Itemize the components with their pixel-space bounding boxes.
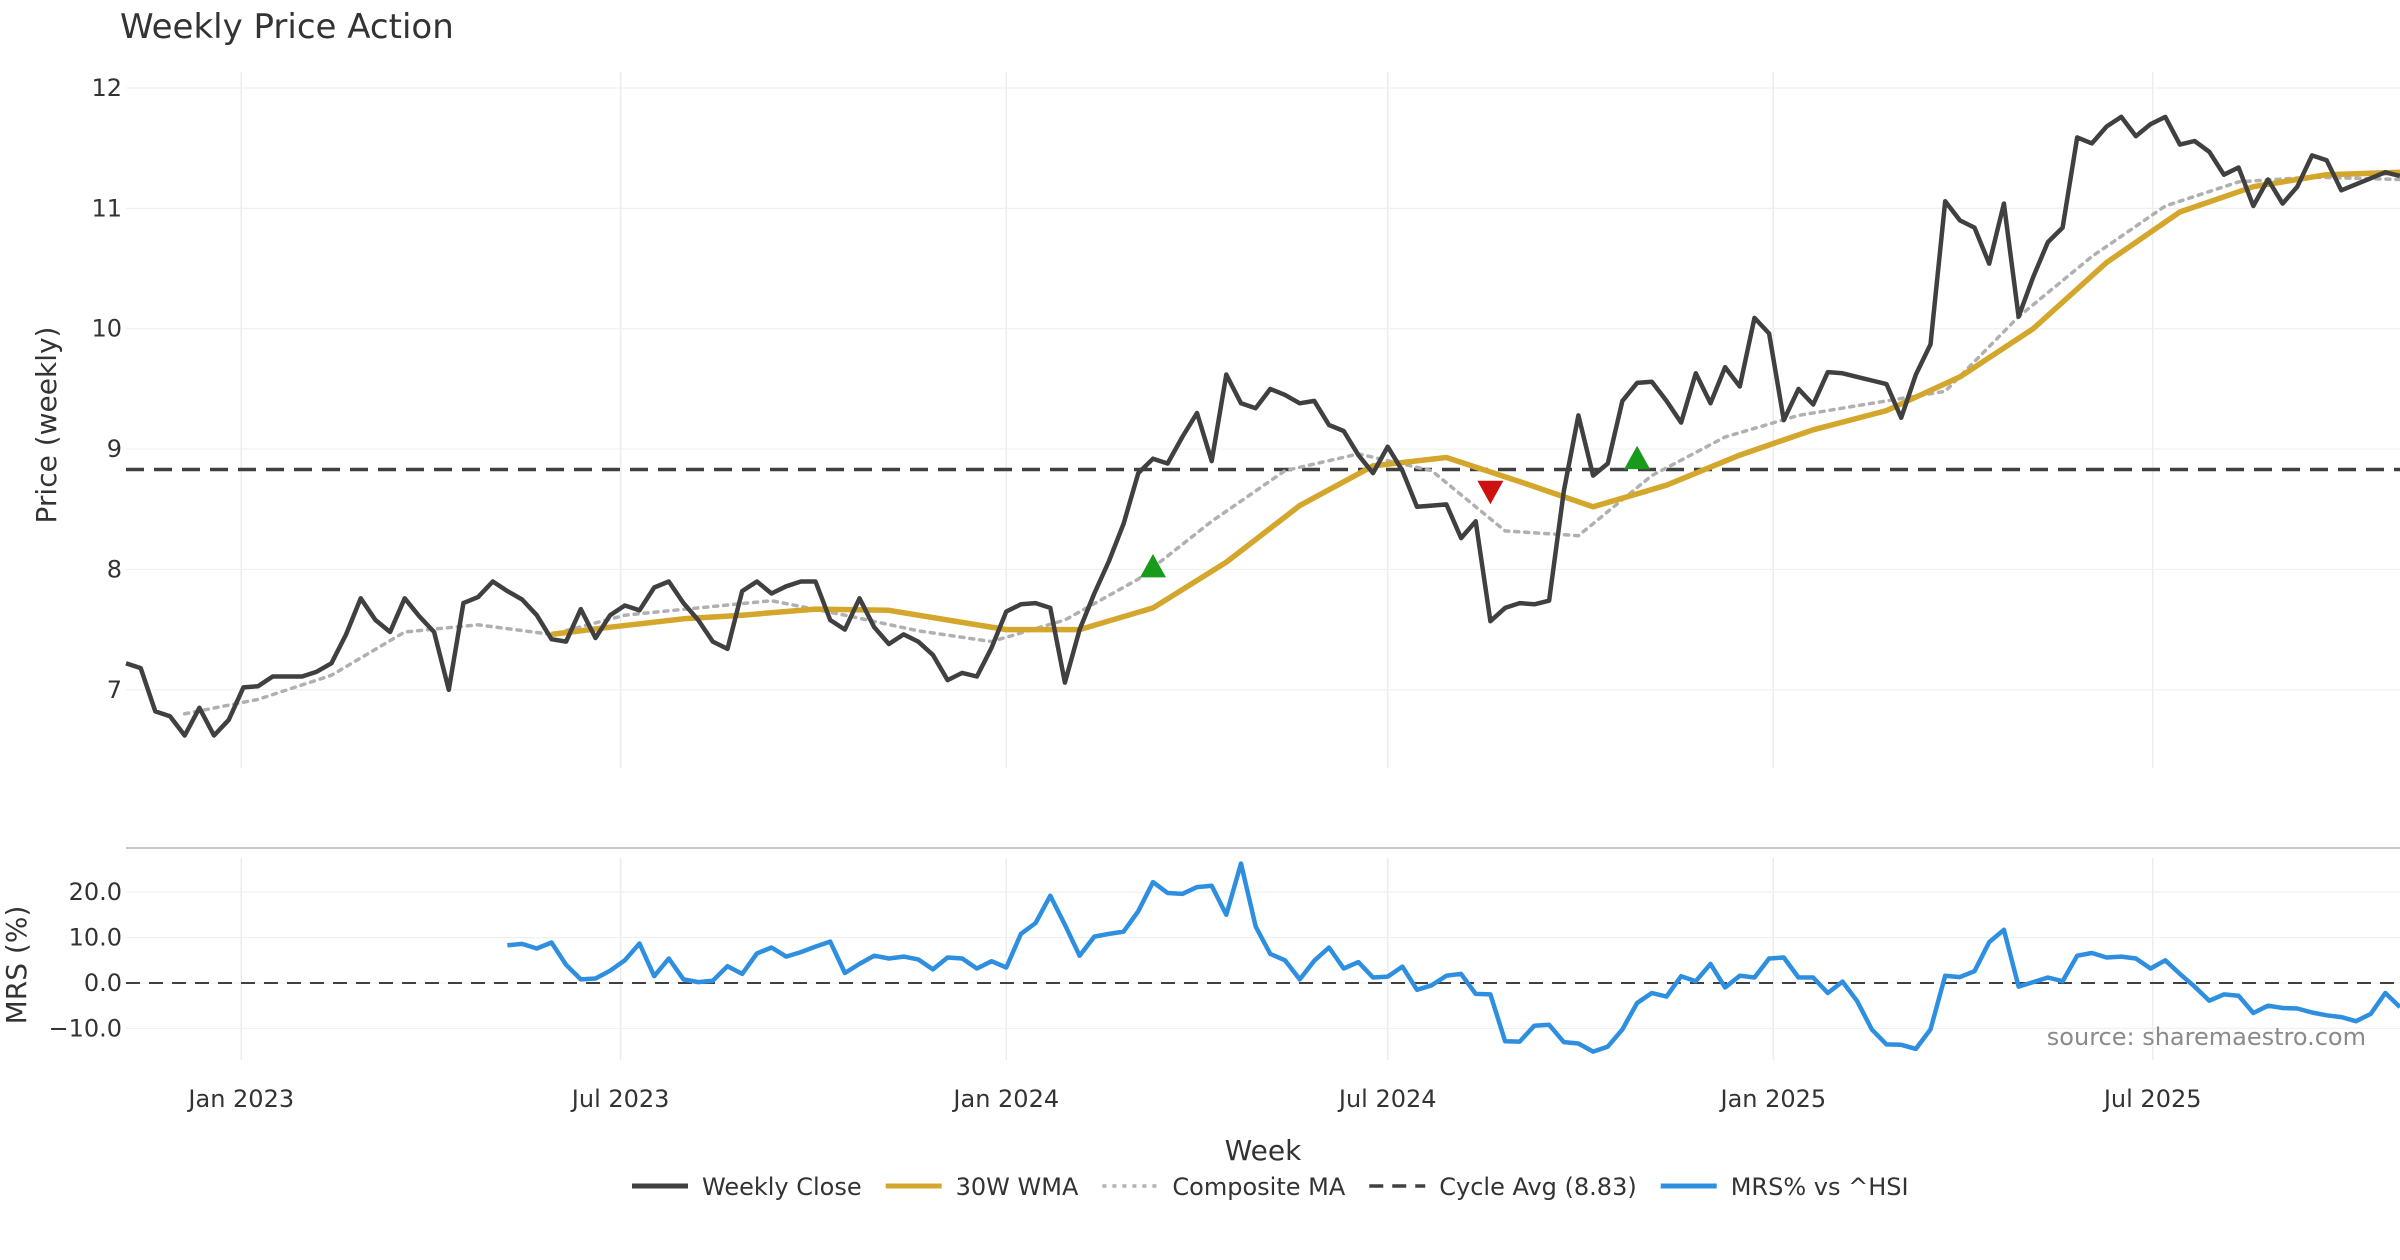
legend-label: 30W WMA (956, 1173, 1079, 1201)
buy-signal-marker (1624, 445, 1651, 470)
price-y-tick-label: 9 (107, 435, 122, 463)
mrs-y-tick-label: 0.0 (84, 969, 122, 997)
source-annotation: source: sharemaestro.com (2047, 1023, 2366, 1051)
legend-label: MRS% vs ^HSI (1731, 1173, 1909, 1201)
x-tick-label: Jul 2024 (1337, 1085, 1437, 1113)
weekly-close-line (125, 114, 2400, 738)
legend: Weekly Close 30W WMA Composite MA Cycle Avg… (632, 1173, 1909, 1201)
legend-label: Cycle Avg (8.83) (1439, 1173, 1636, 1201)
legend-label: Weekly Close (702, 1173, 862, 1201)
x-tick-label: Jan 2024 (951, 1085, 1059, 1113)
mrs-line (507, 861, 2400, 1054)
chart-title: Weekly Price Action (120, 7, 454, 47)
mrs-y-tick-label: −10.0 (48, 1014, 122, 1042)
x-tick-label: Jan 2025 (1718, 1085, 1826, 1113)
x-axis-title: Week (1225, 1134, 1302, 1167)
sell-signal-marker (1477, 480, 1504, 505)
price-y-tick-labels: 7 8 9 10 11 12 (91, 74, 122, 704)
x-tick-label: Jul 2025 (2102, 1085, 2202, 1113)
price-y-tick-label: 11 (91, 194, 122, 222)
price-y-tick-label: 10 (91, 315, 122, 343)
mrs-y-tick-label: 10.0 (69, 924, 122, 952)
mrs-y-tick-labels: 20.0 10.0 0.0 −10.0 (48, 878, 122, 1042)
x-tick-label: Jul 2023 (570, 1085, 670, 1113)
mrs-series-layer (126, 861, 2400, 1054)
legend-label: Composite MA (1172, 1173, 1345, 1201)
price-y-tick-label: 12 (91, 74, 122, 102)
price-y-tick-label: 7 (107, 676, 122, 704)
signal-markers (1139, 445, 1651, 578)
wma-30w-line (551, 169, 2400, 638)
buy-signal-marker (1139, 554, 1166, 578)
mrs-y-tick-label: 20.0 (69, 878, 122, 906)
price-y-tick-label: 8 (107, 555, 122, 583)
price-series-layer (125, 114, 2400, 738)
price-gridlines (126, 72, 2400, 768)
price-y-axis-title: Price (weekly) (30, 327, 63, 524)
x-tick-label: Jan 2023 (186, 1085, 294, 1113)
mrs-y-axis-title: MRS (%) (0, 906, 33, 1025)
x-tick-labels: Jan 2023 Jul 2023 Jan 2024 Jul 2024 Jan 2025… (186, 1085, 2201, 1113)
